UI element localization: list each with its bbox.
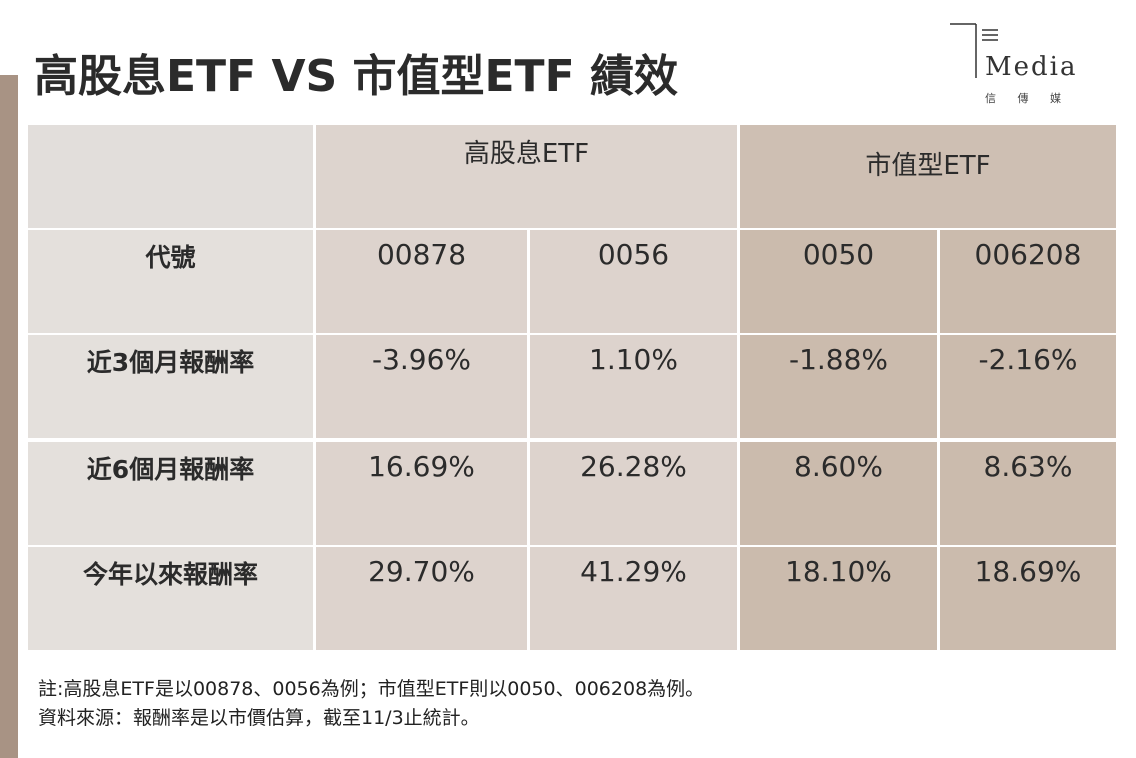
row-label: 近3個月報酬率 bbox=[28, 335, 313, 438]
table-cell: -1.88% bbox=[740, 335, 937, 438]
group-header: 高股息ETF bbox=[316, 125, 737, 228]
table-cell: 006208 bbox=[940, 230, 1116, 333]
row-label: 代號 bbox=[28, 230, 313, 333]
logo-wordmark: Media bbox=[985, 52, 1078, 82]
row-label: 近6個月報酬率 bbox=[28, 442, 313, 545]
table-cell: 0056 bbox=[530, 230, 737, 333]
table-cell: 29.70% bbox=[316, 547, 527, 650]
logo-chinese: 信 傳 媒 bbox=[985, 92, 1061, 105]
title: 高股息ETF VS 市值型ETF 績效 bbox=[34, 51, 678, 102]
side-bar bbox=[0, 75, 18, 758]
table-cell: 00878 bbox=[316, 230, 527, 333]
table-cell: 16.69% bbox=[316, 442, 527, 545]
note: 資料來源：報酬率是以市價估算，截至11/3止統計。 bbox=[38, 707, 480, 729]
table-cell: 8.63% bbox=[940, 442, 1116, 545]
table-cell: 18.69% bbox=[940, 547, 1116, 650]
table-cell: -2.16% bbox=[940, 335, 1116, 438]
table-cell: 41.29% bbox=[530, 547, 737, 650]
table-cell: 0050 bbox=[740, 230, 937, 333]
table-cell: 26.28% bbox=[530, 442, 737, 545]
table-cell: 8.60% bbox=[740, 442, 937, 545]
header-cell bbox=[28, 125, 313, 228]
table-cell: 18.10% bbox=[740, 547, 937, 650]
note: 註:高股息ETF是以00878、0056為例；市值型ETF則以0050、0062… bbox=[38, 678, 705, 700]
group-header: 市值型ETF bbox=[740, 125, 1116, 228]
table-cell: 1.10% bbox=[530, 335, 737, 438]
table-cell: -3.96% bbox=[316, 335, 527, 438]
row-label: 今年以來報酬率 bbox=[28, 547, 313, 650]
logo-mark bbox=[950, 23, 998, 78]
